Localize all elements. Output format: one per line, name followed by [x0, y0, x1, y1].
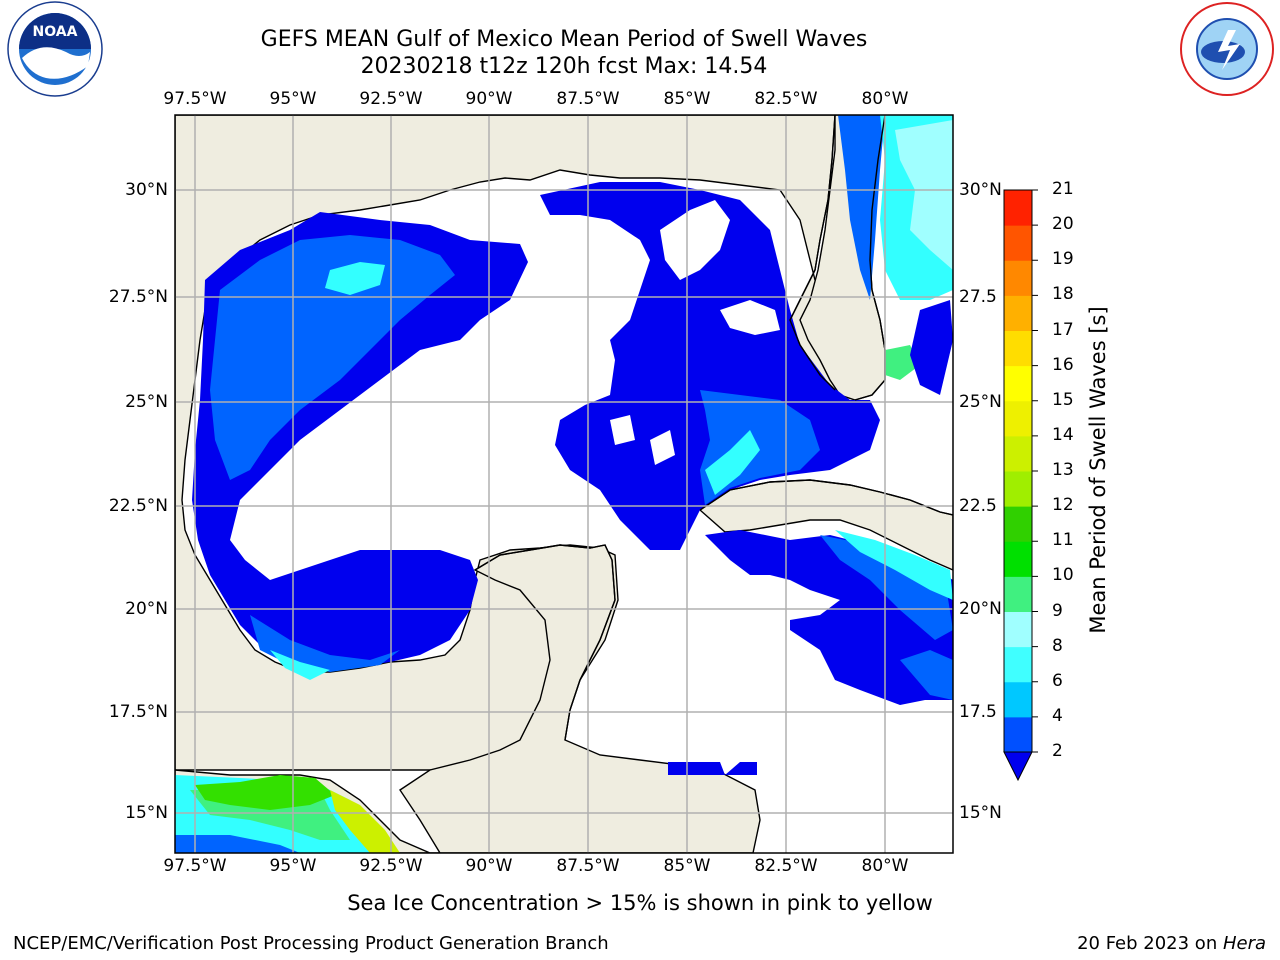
- chart-title-line2: 20230218 t12z 120h fcst Max: 14.54: [360, 54, 768, 79]
- colorbar-label: Mean Period of Swell Waves [s]: [1086, 306, 1110, 634]
- lon-label-bottom: 92.5°W: [359, 856, 423, 876]
- field-caribbean-south-light: [900, 650, 953, 700]
- lat-label-left: 27.5°N: [108, 287, 168, 307]
- colorbar-segment: [1004, 506, 1032, 542]
- colorbar-tick-label: 13: [1052, 460, 1074, 480]
- field-pacific-blue: [175, 835, 300, 853]
- lat-label-left: 25°N: [125, 392, 168, 412]
- field-east-cyan: [705, 430, 760, 495]
- lat-label-left: 22.5°N: [108, 496, 168, 516]
- colorbar-tick-label: 17: [1052, 319, 1074, 340]
- lon-label-top: 85°W: [663, 89, 711, 109]
- colorbar-segment: [1004, 681, 1032, 718]
- lat-label-left: 20°N: [125, 599, 168, 619]
- field-atlantic: [838, 115, 885, 300]
- colorbar-tick-label: 10: [1052, 565, 1074, 586]
- field-caribbean-cyan: [835, 530, 953, 600]
- lon-label-top: 92.5°W: [359, 89, 423, 109]
- lat-label-right: 20°N: [959, 599, 1002, 619]
- footer-credit: NCEP/EMC/Verification Post Processing Pr…: [13, 933, 609, 954]
- lon-label-bottom: 95°W: [269, 856, 317, 876]
- colorbar-tick-label: 19: [1052, 249, 1074, 270]
- map-frame: [174, 114, 954, 854]
- colorbar-segment: [1004, 576, 1032, 612]
- colorbar-segment: [1004, 400, 1032, 437]
- colorbar-segment: [1004, 611, 1032, 648]
- lon-label-top: 90°W: [465, 89, 513, 109]
- lon-label-top: 95°W: [269, 89, 317, 109]
- field-atlantic-pale: [895, 120, 953, 270]
- lon-label-top: 82.5°W: [754, 89, 818, 109]
- footer-date: 20 Feb 2023 on Hera: [1077, 933, 1266, 954]
- colorbar-segment: [1004, 225, 1032, 261]
- colorbar-tick-label: 14: [1052, 424, 1074, 445]
- field-caribbean-light: [820, 535, 953, 640]
- lat-label-right: 15°N: [959, 803, 1002, 823]
- nws-logo: [1180, 2, 1274, 96]
- colorbar-segment: [1004, 260, 1032, 296]
- colorbar-tick-label: 15: [1052, 389, 1074, 410]
- colorbar-tick-label: 18: [1052, 284, 1074, 305]
- lat-label-left: 17.5°N: [108, 702, 168, 722]
- footer-date-text: 20 Feb 2023 on: [1077, 933, 1223, 954]
- colorbar-segment: [1004, 471, 1032, 507]
- lon-label-top: 80°W: [861, 89, 909, 109]
- colorbar-segment: [1004, 190, 1032, 226]
- lat-label-right: 22.5: [959, 496, 997, 516]
- footer-host: Hera: [1222, 933, 1266, 954]
- colorbar-tick-label: 11: [1052, 530, 1074, 551]
- field-pacific-bright: [195, 775, 335, 810]
- field-pacific-yellow: [330, 790, 400, 853]
- colorbar-extend-arrow: [1003, 751, 1033, 782]
- colorbar-segment: [1004, 646, 1032, 683]
- chart-title-line1: GEFS MEAN Gulf of Mexico Mean Period of …: [260, 27, 868, 52]
- colorbar-tick-label: 16: [1052, 354, 1074, 375]
- map-caption: Sea Ice Concentration > 15% is shown in …: [347, 891, 933, 915]
- field-west-cyan: [325, 262, 385, 295]
- colorbar-segment: [1004, 716, 1032, 753]
- colorbar-tick-label: 20: [1052, 214, 1074, 235]
- colorbar-tick-label: 4: [1052, 705, 1063, 726]
- colorbar-segment: [1004, 330, 1032, 367]
- lon-label-bottom: 82.5°W: [754, 856, 818, 876]
- colorbar-tick-label: 21: [1052, 179, 1074, 199]
- colorbar-tick-label: 8: [1052, 635, 1063, 656]
- lon-label-bottom: 90°W: [465, 856, 513, 876]
- colorbar-segment: [1004, 541, 1032, 577]
- colorbar-tick-label: 9: [1052, 600, 1063, 621]
- field-sw-cyan: [270, 650, 330, 680]
- colorbar-segment: [1004, 295, 1032, 331]
- lon-label-top: 97.5°W: [163, 89, 227, 109]
- colorbar-tick-label: 12: [1052, 495, 1074, 516]
- lon-label-bottom: 97.5°W: [163, 856, 227, 876]
- lat-label-right: 27.5: [959, 287, 997, 307]
- colorbar-segment: [1004, 435, 1032, 472]
- lon-label-top: 87.5°W: [556, 89, 620, 109]
- lat-label-right: 17.5: [959, 702, 997, 722]
- lat-label-left: 30°N: [125, 180, 168, 200]
- colorbar-segment: [1004, 365, 1032, 402]
- colorbar: [1003, 189, 1038, 782]
- field-honduras: [668, 762, 757, 775]
- noaa-logo: NOAA: [7, 1, 103, 97]
- lon-label-bottom: 80°W: [861, 856, 909, 876]
- swell-period-field: [175, 115, 953, 853]
- lon-label-bottom: 87.5°W: [556, 856, 620, 876]
- lat-label-right: 30°N: [959, 180, 1002, 200]
- lon-label-bottom: 85°W: [663, 856, 711, 876]
- field-bahamas-blue: [910, 300, 953, 395]
- colorbar-tick-label: 2: [1052, 741, 1063, 761]
- lat-label-left: 15°N: [125, 803, 168, 823]
- colorbar-tick-label: 6: [1052, 670, 1063, 691]
- svg-text:NOAA: NOAA: [33, 24, 78, 40]
- lat-label-right: 25°N: [959, 392, 1002, 412]
